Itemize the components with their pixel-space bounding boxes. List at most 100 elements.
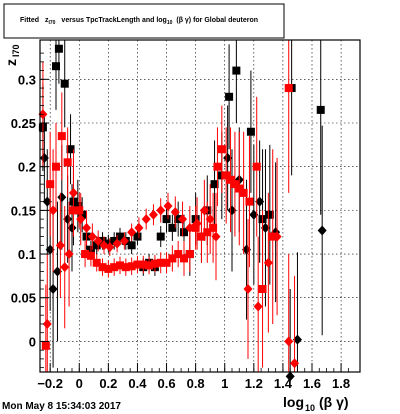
data-point-square <box>63 158 72 167</box>
x-tick-label: −0.2 <box>37 376 63 391</box>
data-point-square <box>52 162 60 171</box>
data-point-square <box>52 62 60 71</box>
data-series <box>38 40 327 382</box>
data-point-diamond <box>292 334 302 345</box>
data-point-diamond <box>223 152 233 163</box>
data-point-diamond <box>170 207 180 218</box>
data-point-square <box>54 44 63 53</box>
data-point-diamond <box>317 225 327 236</box>
data-point-diamond <box>48 205 58 216</box>
data-point-diamond <box>127 227 137 238</box>
data-point-square <box>174 250 183 259</box>
y-tick-label: 0.25 <box>11 116 36 131</box>
data-point-square <box>180 228 188 237</box>
data-point-diamond <box>52 266 62 277</box>
data-point-square <box>98 263 107 272</box>
data-point-diamond <box>105 242 115 253</box>
data-point-square <box>86 251 95 260</box>
data-point-square <box>69 206 78 215</box>
data-point-diamond <box>227 205 237 216</box>
data-point-diamond <box>199 205 209 216</box>
data-point-diamond <box>242 244 252 255</box>
data-point-diamond <box>82 222 92 233</box>
y-tick-label: 0.15 <box>11 203 36 218</box>
y-tick-label: 0.3 <box>18 72 36 87</box>
x-tick-label: 1.2 <box>245 376 263 391</box>
x-tick-label: 1.6 <box>303 376 321 391</box>
data-point-square <box>133 232 142 241</box>
y-tick-label: 0.2 <box>18 160 36 175</box>
data-point-diamond <box>253 301 263 312</box>
axis-ticks <box>40 52 349 372</box>
data-point-diamond <box>141 214 151 225</box>
data-point-square <box>316 105 325 114</box>
data-point-diamond <box>64 249 74 260</box>
x-tick-label: 0 <box>76 376 83 391</box>
timestamp: Mon May 8 15:34:03 2017 <box>2 401 121 412</box>
data-point-square <box>78 210 87 219</box>
data-point-square <box>73 202 82 210</box>
data-point-square <box>226 175 235 184</box>
data-point-square <box>203 228 212 237</box>
data-point-square <box>81 250 90 259</box>
data-point-square <box>268 232 277 241</box>
data-point-diamond <box>55 240 65 251</box>
data-point-square <box>235 184 244 193</box>
grid <box>40 40 360 372</box>
data-point-square <box>121 263 130 272</box>
data-point-diamond <box>76 214 86 225</box>
chart-title: Fitted zI70 versus TpcTrackLength and lo… <box>20 17 258 26</box>
x-tick-label: 1.4 <box>274 376 293 391</box>
data-point-diamond <box>48 284 58 294</box>
y-tick-label: 0.05 <box>11 291 36 306</box>
x-tick-label: 1 <box>221 376 228 391</box>
x-tick-label: 0.4 <box>128 376 147 391</box>
data-point-square <box>162 258 171 267</box>
data-point-diamond <box>45 244 55 255</box>
data-point-diamond <box>134 222 144 233</box>
data-point-square <box>168 254 177 263</box>
data-point-square <box>239 188 248 197</box>
tick-labels: −0.2 0 0.2 0.4 0.6 0.8 1 1.2 1.4 1.6 1.8 0 0.05 0.1 0.… <box>11 72 350 391</box>
data-point-square <box>116 261 124 270</box>
data-point-diamond <box>260 222 270 233</box>
data-point-diamond <box>42 318 52 329</box>
data-point-square <box>127 241 136 250</box>
data-point-square <box>222 171 231 180</box>
data-point-diamond <box>93 235 103 246</box>
data-point-diamond <box>285 371 295 382</box>
data-point-diamond <box>255 196 265 207</box>
data-point-square <box>245 197 254 206</box>
data-point-square <box>185 250 194 259</box>
x-tick-label: 0.2 <box>99 376 117 391</box>
x-tick-label: 1.8 <box>332 376 350 391</box>
data-point-square <box>60 79 69 88</box>
data-point-diamond <box>163 201 173 211</box>
data-point-square <box>258 285 267 293</box>
data-point-square <box>46 180 55 189</box>
data-point-diamond <box>156 205 166 216</box>
data-point-diamond <box>243 284 253 294</box>
data-point-square <box>75 206 84 215</box>
data-point-square <box>104 239 113 248</box>
data-point-square <box>145 261 154 270</box>
data-point-square <box>213 162 222 171</box>
data-point-square <box>110 236 119 245</box>
data-point-square <box>127 262 136 271</box>
data-point-square <box>209 223 218 232</box>
data-point-diamond <box>178 214 188 225</box>
data-point-square <box>150 259 159 268</box>
data-point-square <box>191 223 200 232</box>
data-point-square <box>225 92 234 101</box>
plot-frame <box>39 39 361 373</box>
data-point-square <box>180 254 188 263</box>
title-box <box>3 3 285 39</box>
data-point-square <box>217 145 226 154</box>
y-axis-label: zI70 <box>3 44 21 66</box>
data-point-diamond <box>42 196 52 207</box>
data-point-square <box>110 263 119 272</box>
data-point-diamond <box>112 238 122 249</box>
y-tick-label: 0 <box>29 334 36 349</box>
data-point-square <box>41 341 50 350</box>
data-point-diamond <box>39 152 49 163</box>
